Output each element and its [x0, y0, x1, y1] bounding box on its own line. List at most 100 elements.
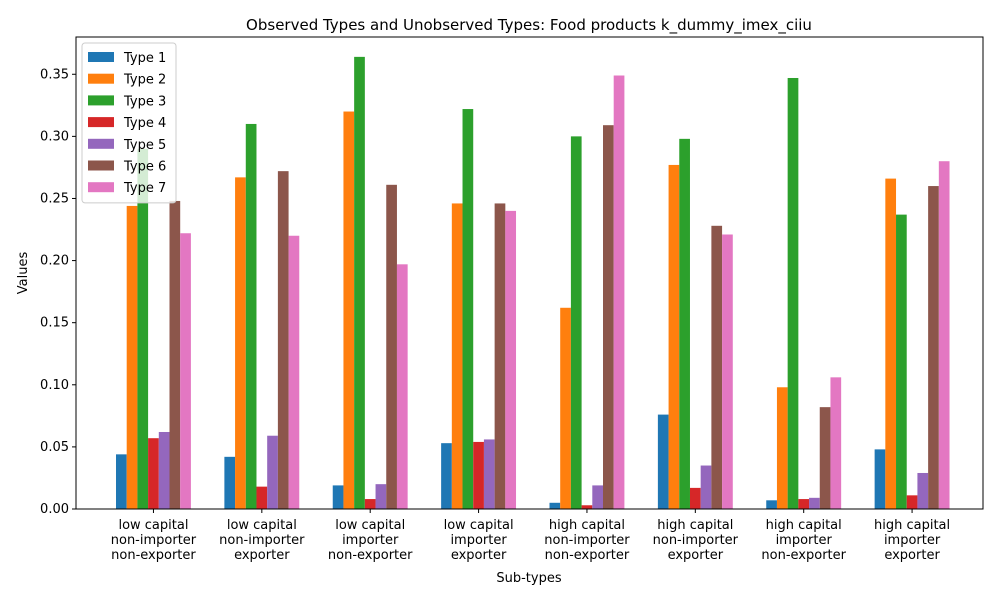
bar-type-3-category-7 [787, 77, 799, 510]
bar-type-7-category-1 [180, 233, 191, 509]
x-tick-label: importer [450, 533, 507, 548]
bar-type-3-category-4 [462, 109, 474, 509]
bar-type-7-category-3 [396, 264, 408, 509]
bar-type-1-category-3 [332, 485, 344, 509]
bar-type-4-category-8 [906, 495, 918, 509]
x-tick-label: low capital [444, 518, 514, 533]
bar-type-2-category-1 [126, 205, 138, 509]
bar-type-4-category-1 [148, 438, 159, 509]
x-tick-label: low capital [335, 518, 405, 533]
bar-type-2-category-6 [668, 164, 680, 509]
bar-type-7-category-8 [938, 161, 950, 509]
x-axis-label: Sub-types [496, 571, 561, 586]
bar-type-5-category-7 [809, 497, 820, 509]
y-axis-label: Values [16, 252, 31, 295]
x-tick-label: high capital [874, 518, 950, 533]
y-tick-label: 0.10 [40, 378, 69, 393]
plot-frame [75, 36, 984, 510]
x-tick-label: high capital [657, 518, 733, 533]
x-tick-label: importer [884, 533, 941, 548]
x-tick-label: exporter [451, 548, 507, 563]
bar-type-2-category-4 [451, 203, 463, 509]
bar-type-5-category-4 [483, 439, 495, 509]
x-tick-label: exporter [234, 548, 290, 563]
legend-label-type-3: Type 3 [123, 94, 166, 109]
x-tick-label: non-exporter [328, 548, 413, 563]
legend: Type 1 Type 2 Type 3 Type 4 Type 5 Type 6 Type… [81, 42, 177, 204]
bar-type-2-category-7 [776, 387, 788, 509]
y-tick-label: 0.00 [40, 502, 69, 517]
bar-type-7-category-4 [505, 210, 517, 509]
bar-type-6-category-8 [928, 186, 939, 510]
x-tick-label: high capital [766, 518, 842, 533]
bar-type-7-category-2 [288, 235, 300, 510]
bar-type-1-category-4 [441, 443, 452, 509]
bar-type-4-category-3 [364, 499, 376, 509]
bar-type-5-category-5 [592, 485, 603, 509]
x-tick-label: importer [776, 533, 833, 548]
bar-type-6-category-1 [169, 200, 181, 509]
bar-type-3-category-8 [896, 214, 907, 509]
bar-type-3-category-6 [679, 138, 690, 509]
bar-type-2-category-2 [235, 177, 246, 510]
bar-type-4-category-4 [473, 441, 484, 509]
bar-type-6-category-6 [711, 225, 723, 510]
bar-type-4-category-2 [256, 486, 268, 509]
bar-type-2-category-5 [560, 307, 571, 509]
y-tick-label: 0.20 [40, 254, 69, 269]
legend-swatch-type-3 [88, 95, 114, 106]
legend-swatch-type-1 [88, 52, 114, 62]
bar-type-2-category-8 [885, 178, 897, 509]
x-tick-label: importer [342, 533, 399, 548]
plot-area: 0.00 0.05 0.10 0.15 0.20 0.25 0.30 0.35 low capi… [40, 36, 984, 563]
bar-type-3-category-2 [245, 123, 257, 509]
x-tick-label: non-exporter [545, 548, 630, 563]
x-tick-label: non-importer [653, 533, 739, 548]
legend-label-type-1: Type 1 [123, 51, 166, 66]
legend-label-type-6: Type 6 [123, 160, 166, 175]
bar-type-5-category-8 [917, 472, 929, 509]
legend-label-type-7: Type 7 [123, 181, 166, 196]
bar-type-6-category-3 [386, 184, 397, 509]
legend-swatch-type-6 [88, 160, 114, 171]
bar-type-1-category-5 [549, 502, 561, 509]
bar-type-1-category-6 [657, 414, 669, 509]
legend-label-type-2: Type 2 [123, 73, 166, 88]
x-tick-label: low capital [227, 518, 297, 533]
bar-type-7-category-6 [722, 234, 733, 510]
x-tick-label: exporter [884, 548, 940, 563]
bar-type-5-category-2 [267, 435, 278, 509]
y-tick-label: 0.25 [40, 191, 69, 206]
y-tick-label: 0.15 [40, 316, 69, 331]
bar-type-3-category-3 [354, 56, 365, 510]
bar-type-6-category-4 [494, 203, 506, 509]
legend-swatch-type-7 [88, 182, 114, 193]
chart-title: Observed Types and Unobserved Types: Foo… [246, 16, 812, 35]
bar-type-2-category-3 [343, 111, 355, 509]
bar-type-5-category-6 [700, 465, 712, 509]
y-tick-label: 0.30 [40, 129, 69, 144]
x-tick-label: high capital [549, 518, 625, 533]
bar-type-6-category-7 [819, 407, 831, 509]
x-tick-label: low capital [118, 518, 188, 533]
x-tick-label: exporter [668, 548, 724, 563]
bar-type-4-category-5 [581, 505, 593, 509]
legend-label-type-4: Type 4 [123, 116, 166, 131]
bar-type-1-category-8 [874, 449, 886, 509]
x-tick-label: non-exporter [761, 548, 846, 563]
legend-swatch-type-5 [88, 138, 114, 149]
y-tick-label: 0.05 [40, 440, 69, 455]
bar-type-7-category-5 [613, 75, 625, 509]
bar-type-4-category-6 [689, 487, 701, 509]
x-tick-label: non-importer [111, 533, 197, 548]
bar-type-5-category-3 [375, 484, 387, 509]
bar-type-7-category-7 [830, 377, 842, 509]
x-tick-label: non-exporter [111, 548, 196, 563]
x-tick-label: non-importer [219, 533, 305, 548]
bar-type-6-category-2 [277, 171, 289, 509]
legend-swatch-type-2 [88, 73, 114, 84]
bar-type-4-category-7 [798, 499, 810, 509]
bar-type-1-category-2 [224, 456, 236, 509]
bar-type-1-category-7 [766, 500, 777, 509]
